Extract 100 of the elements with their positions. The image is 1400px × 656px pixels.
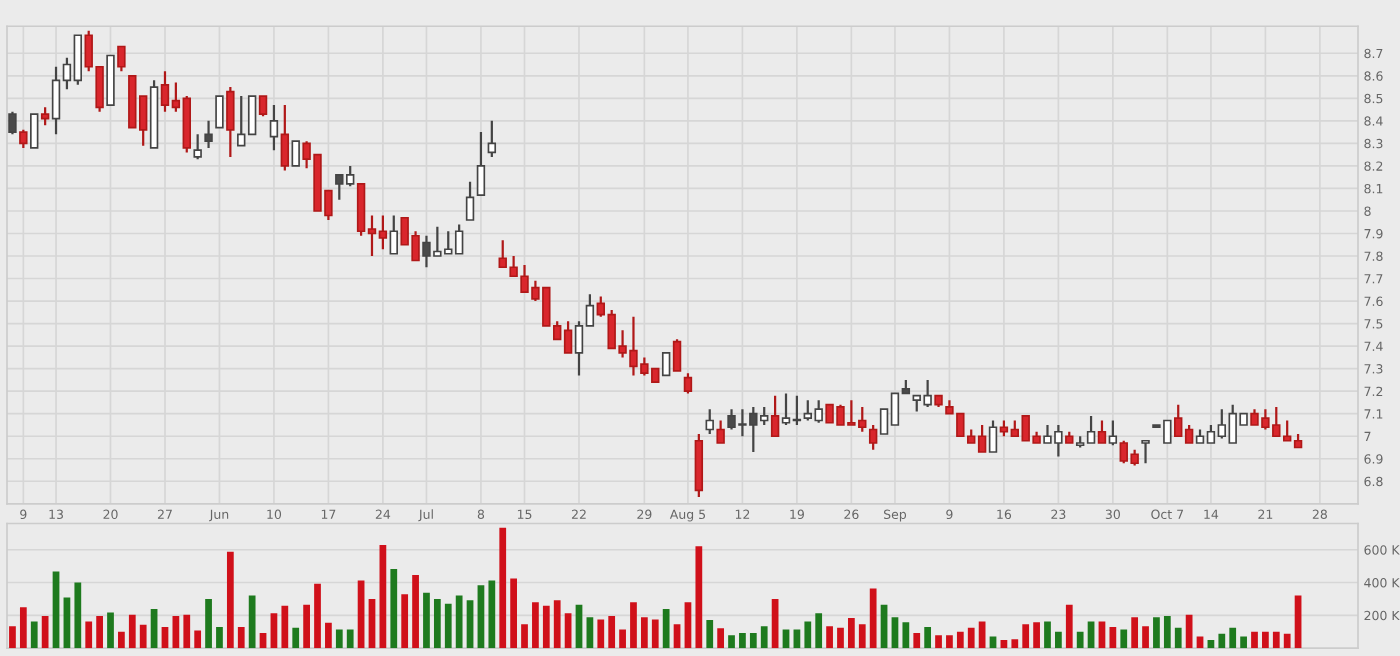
bar	[41, 615, 49, 649]
bar	[510, 578, 517, 649]
bar	[1131, 617, 1139, 649]
bar	[325, 622, 332, 649]
bar	[1011, 639, 1019, 649]
bar	[226, 551, 234, 649]
bar	[1262, 631, 1269, 649]
bar	[826, 626, 833, 649]
bar	[488, 580, 496, 649]
bar	[902, 622, 910, 649]
bar	[597, 619, 605, 649]
candlestick	[40, 106, 50, 127]
bar	[1087, 621, 1095, 649]
candlestick	[770, 394, 780, 438]
bar	[869, 588, 877, 649]
bar	[521, 624, 528, 649]
bar	[1076, 631, 1084, 649]
bar	[107, 612, 114, 649]
bar	[499, 527, 507, 649]
bar	[662, 609, 670, 649]
candlestick	[683, 372, 693, 395]
bar	[651, 619, 659, 649]
candlestick	[117, 45, 126, 73]
bar	[760, 626, 768, 649]
bar	[19, 607, 27, 649]
bar	[9, 626, 16, 649]
bar	[967, 627, 975, 649]
candlestick	[269, 103, 279, 152]
candlestick	[19, 128, 28, 149]
candlestick	[1108, 419, 1118, 447]
bar	[128, 614, 136, 649]
bar	[85, 621, 93, 649]
bar	[924, 626, 932, 649]
bar	[455, 595, 463, 649]
bar	[444, 603, 452, 649]
bar	[858, 624, 866, 649]
bar	[1022, 624, 1030, 649]
bar	[1120, 629, 1128, 649]
bar	[630, 602, 637, 649]
candlestick	[226, 85, 235, 159]
bar	[194, 630, 202, 649]
candlestick	[258, 94, 268, 118]
candlestick	[868, 423, 878, 451]
candlestick	[8, 110, 17, 136]
bar	[728, 635, 735, 649]
bar	[118, 631, 125, 649]
bar	[1272, 631, 1280, 649]
bar	[848, 618, 855, 649]
bar	[608, 615, 616, 649]
bar	[1098, 621, 1106, 649]
bar	[248, 595, 256, 649]
candlestick	[465, 180, 475, 222]
bar	[946, 635, 953, 649]
bar	[1109, 626, 1117, 649]
bar	[804, 621, 812, 649]
bar	[96, 615, 103, 649]
candlestick	[476, 131, 486, 197]
bar	[1196, 636, 1204, 649]
bar	[978, 621, 986, 649]
bar	[390, 568, 398, 649]
candlestick	[661, 352, 671, 377]
bar	[292, 627, 300, 649]
bar	[303, 604, 310, 649]
candlestick	[193, 133, 202, 161]
bar	[237, 626, 245, 649]
bar	[619, 629, 626, 649]
bar	[183, 614, 191, 649]
bar	[1065, 604, 1073, 649]
bar	[205, 598, 212, 649]
bar	[1218, 633, 1226, 649]
bar	[989, 636, 997, 649]
bar	[1240, 636, 1247, 649]
bar	[935, 635, 942, 649]
candlestick	[988, 419, 998, 454]
bar	[1174, 627, 1182, 649]
bar	[1033, 622, 1040, 649]
bar	[695, 546, 703, 649]
bar	[532, 602, 539, 649]
candlestick	[1097, 419, 1107, 445]
bar	[1142, 626, 1149, 649]
candlestick	[672, 338, 682, 373]
bar	[542, 605, 550, 649]
bar	[640, 617, 648, 649]
bar	[1185, 614, 1193, 649]
bar	[1055, 631, 1062, 649]
bar	[913, 633, 921, 649]
bar	[423, 592, 430, 649]
bar	[412, 574, 419, 649]
candlestick	[705, 408, 714, 436]
bar	[749, 633, 757, 649]
bar	[346, 629, 354, 649]
candlestick	[487, 119, 497, 159]
bar	[30, 621, 38, 649]
bar	[1163, 615, 1171, 649]
bar	[281, 605, 289, 649]
bar	[717, 628, 725, 649]
bar	[1229, 627, 1237, 649]
candlestick	[215, 95, 224, 129]
candlestick	[1141, 439, 1150, 465]
bar	[815, 613, 823, 649]
